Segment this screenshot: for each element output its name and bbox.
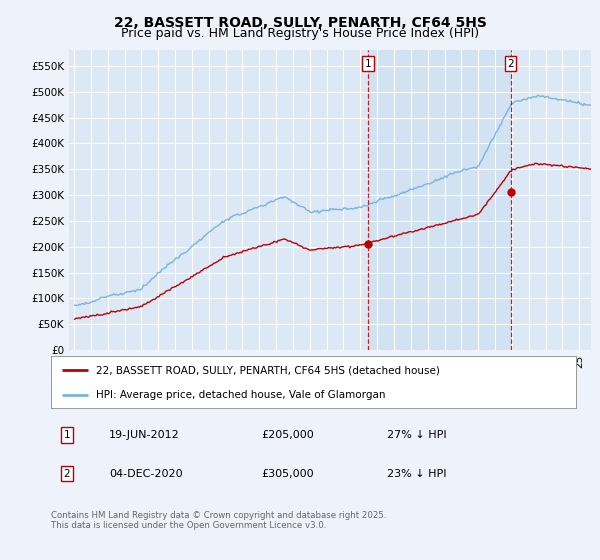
Text: £205,000: £205,000 — [261, 430, 314, 440]
Text: 23% ↓ HPI: 23% ↓ HPI — [387, 469, 446, 479]
Text: 04-DEC-2020: 04-DEC-2020 — [109, 469, 182, 479]
Text: 27% ↓ HPI: 27% ↓ HPI — [387, 430, 446, 440]
Text: HPI: Average price, detached house, Vale of Glamorgan: HPI: Average price, detached house, Vale… — [95, 390, 385, 400]
Text: 2: 2 — [64, 469, 70, 479]
Text: £305,000: £305,000 — [261, 469, 314, 479]
Text: 22, BASSETT ROAD, SULLY, PENARTH, CF64 5HS: 22, BASSETT ROAD, SULLY, PENARTH, CF64 5… — [113, 16, 487, 30]
Text: 2: 2 — [507, 59, 514, 69]
Text: Price paid vs. HM Land Registry's House Price Index (HPI): Price paid vs. HM Land Registry's House … — [121, 27, 479, 40]
Text: 1: 1 — [365, 59, 371, 69]
Bar — [368, 50, 511, 350]
Text: 19-JUN-2012: 19-JUN-2012 — [109, 430, 179, 440]
Text: 22, BASSETT ROAD, SULLY, PENARTH, CF64 5HS (detached house): 22, BASSETT ROAD, SULLY, PENARTH, CF64 5… — [95, 365, 439, 375]
Text: 1: 1 — [64, 430, 70, 440]
Text: Contains HM Land Registry data © Crown copyright and database right 2025.
This d: Contains HM Land Registry data © Crown c… — [51, 511, 386, 530]
